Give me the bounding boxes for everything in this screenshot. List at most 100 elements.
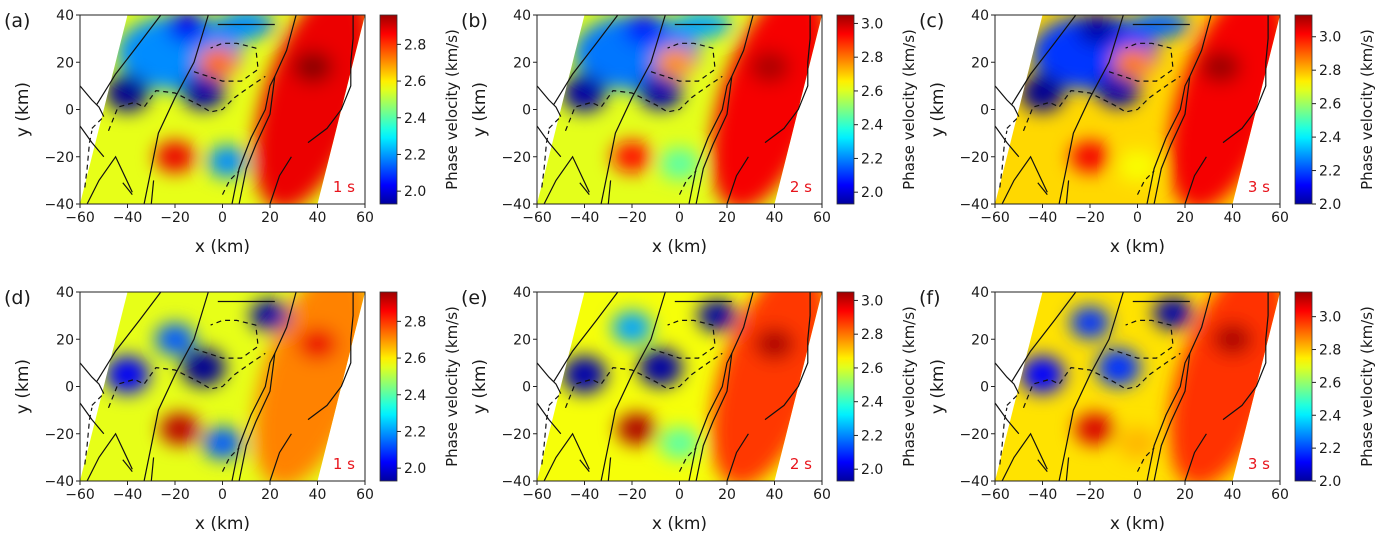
colorbar-label: Phase velocity (km/s) <box>443 29 461 190</box>
colorbar-tick-label: 2.0 <box>404 184 426 200</box>
fault-solid <box>1011 291 1077 383</box>
y-tick-label: −20 <box>959 427 989 443</box>
x-tick-label: 20 <box>718 210 736 226</box>
colorbar-tick-label: 2.2 <box>404 424 426 440</box>
fault-solid <box>1001 432 1048 482</box>
period-label: 1 s <box>333 178 355 196</box>
fault-solid <box>536 362 562 394</box>
panel-label: (d) <box>4 287 31 309</box>
x-tick-label: −20 <box>1075 210 1105 226</box>
colorbar-tick-label: 2.8 <box>404 37 426 53</box>
anomaly <box>659 147 700 180</box>
x-tick-label: 20 <box>1176 487 1194 503</box>
y-tick-label: 20 <box>56 332 74 348</box>
x-tick-label: −60 <box>65 210 95 226</box>
anomaly-core <box>1108 79 1129 98</box>
fault-dashed <box>999 130 1008 188</box>
x-tick-label: 40 <box>309 210 327 226</box>
east-belt <box>254 292 365 481</box>
y-tick-label: −40 <box>44 197 74 213</box>
x-axis-label: x (km) <box>195 237 250 257</box>
colorbar-tick-label: 2.6 <box>861 361 883 377</box>
colorbar-tick-label: 3.0 <box>861 293 883 309</box>
y-tick-label: −20 <box>44 427 74 443</box>
fault-solid <box>1153 14 1212 205</box>
anomaly-core <box>1032 83 1053 102</box>
y-tick-label: −40 <box>44 474 74 490</box>
anomaly-core <box>574 83 595 102</box>
x-tick-label: −20 <box>160 487 190 503</box>
panel-label: (b) <box>461 10 488 32</box>
fault-solid <box>536 402 562 435</box>
colorbar-gradient <box>836 291 855 482</box>
colorbar-tick-label: 2.6 <box>1319 97 1341 113</box>
anomaly <box>297 327 338 360</box>
x-tick-label: 60 <box>356 487 374 503</box>
x-tick-label: 0 <box>1133 487 1142 503</box>
colorbar-gradient <box>379 14 398 205</box>
x-axis-label: x (km) <box>195 514 250 534</box>
anomaly <box>1112 46 1153 79</box>
x-tick-label: −60 <box>65 487 95 503</box>
y-tick-label: 40 <box>513 8 531 24</box>
fault-solid <box>1058 14 1124 205</box>
fault-lines <box>994 291 1269 482</box>
fault-solid <box>1222 15 1269 144</box>
fault-solid <box>579 459 590 472</box>
fault-solid <box>1037 182 1048 195</box>
colorbar-tick-label: 2.0 <box>861 462 883 478</box>
fault-dashed <box>564 75 723 132</box>
fault-solid <box>238 14 297 205</box>
y-tick-label: 0 <box>522 380 531 396</box>
colorbar: 2.0 2.2 2.4 2.6 2.8 3.0 Phase velocity (km/s) <box>836 291 918 482</box>
y-tick-label: 0 <box>65 103 74 119</box>
y-tick-label: 40 <box>971 8 989 24</box>
colorbar-gradient <box>379 291 398 482</box>
anomaly <box>659 427 700 460</box>
fault-lines <box>79 14 354 205</box>
fault-solid <box>688 353 733 482</box>
anomaly <box>292 50 333 83</box>
y-tick-label: 20 <box>971 55 989 71</box>
x-tick-label: −40 <box>1028 210 1058 226</box>
colorbar-tick-label: 2.0 <box>1319 474 1341 490</box>
fault-solid <box>143 14 209 205</box>
fault-dashed <box>1022 75 1181 132</box>
fault-solid <box>269 433 292 482</box>
colorbar-gradient <box>836 14 855 205</box>
fault-solid <box>122 182 133 195</box>
fault-solid <box>150 457 155 482</box>
fault-solid <box>994 85 1020 117</box>
anomaly <box>612 311 652 344</box>
x-tick-label: 60 <box>356 210 374 226</box>
anomaly-core <box>1080 313 1100 332</box>
anomaly <box>159 413 200 446</box>
anomaly <box>1200 50 1241 83</box>
anomaly-core <box>117 83 138 102</box>
x-axis-label: x (km) <box>652 514 707 534</box>
y-tick-label: 0 <box>980 380 989 396</box>
x-tick-label: 60 <box>813 487 831 503</box>
colorbar-tick-label: 2.4 <box>861 118 883 134</box>
anomaly-core <box>574 365 595 384</box>
fault-solid <box>600 291 666 482</box>
fault-solid <box>607 457 612 482</box>
x-tick-label: 40 <box>766 210 784 226</box>
fault-solid <box>1037 459 1048 472</box>
fault-dashed <box>999 407 1008 465</box>
colorbar: 2.0 2.2 2.4 2.6 2.8 Phase velocity (km/s) <box>379 14 461 205</box>
anomaly <box>1074 413 1115 446</box>
colorbar-tick-label: 3.0 <box>861 16 883 32</box>
anomaly-core <box>1032 365 1053 384</box>
y-tick-label: 40 <box>971 285 989 301</box>
x-tick-label: 60 <box>1271 210 1289 226</box>
y-tick-label: 20 <box>513 55 531 71</box>
colorbar-tick-label: 2.2 <box>1319 441 1341 457</box>
y-tick-label: 20 <box>971 332 989 348</box>
anomaly <box>155 140 195 173</box>
y-tick-label: 0 <box>65 380 74 396</box>
